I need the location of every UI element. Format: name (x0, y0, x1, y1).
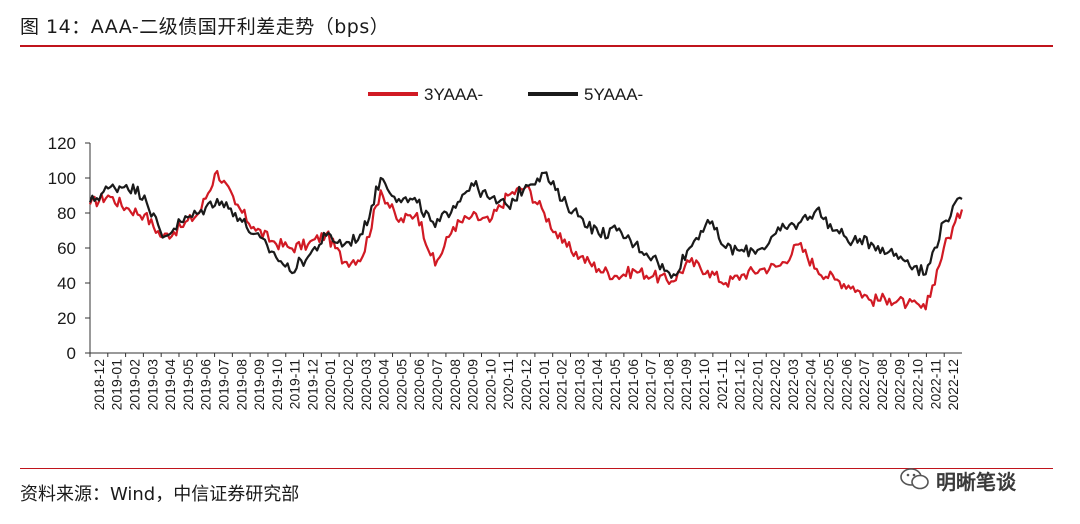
x-tick-label: 2021-04 (589, 359, 605, 411)
x-tick-label: 2020-04 (376, 359, 392, 411)
x-tick-label: 2020-06 (411, 359, 427, 411)
y-tick-label: 60 (57, 239, 76, 258)
x-tick-label: 2022-06 (838, 359, 854, 411)
x-tick-label: 2022-07 (856, 359, 872, 411)
y-tick-label: 0 (67, 344, 76, 363)
x-tick-label: 2020-03 (358, 359, 374, 411)
x-tick-label: 2019-02 (126, 359, 142, 411)
x-tick-label: 2021-01 (536, 359, 552, 411)
x-tick-label: 2019-12 (304, 359, 320, 411)
x-tick-label: 2022-10 (910, 359, 926, 411)
x-tick-label: 2019-01 (109, 359, 125, 411)
x-tick-label: 2021-09 (678, 359, 694, 411)
x-tick-label: 2020-07 (429, 359, 445, 411)
x-tick-label: 2020-05 (393, 359, 409, 411)
x-tick-label: 2019-06 (198, 359, 214, 411)
x-tick-label: 2018-12 (91, 359, 107, 411)
x-tick-label: 2020-02 (340, 359, 356, 411)
x-tick-label: 2021-11 (714, 359, 730, 410)
x-tick-label: 2019-10 (269, 359, 285, 411)
x-tick-label: 2022-03 (785, 359, 801, 411)
x-axis: 2018-12 2019-01 2019-02 2019-03 2019-04 2019-… (89, 352, 962, 411)
chart-legend: 3YAAA- 5YAAA- (368, 85, 643, 104)
legend-label: 5YAAA- (584, 85, 643, 104)
x-tick-label: 2019-05 (180, 359, 196, 411)
x-tick-label: 2021-02 (554, 359, 570, 411)
x-tick-label: 2021-03 (571, 359, 587, 411)
x-tick-label: 2019-07 (215, 359, 231, 411)
y-tick-label: 100 (48, 169, 76, 188)
x-tick-label: 2020-12 (518, 359, 534, 411)
series-layer (88, 169, 964, 311)
y-tick-label: 40 (57, 274, 76, 293)
x-tick-label: 2021-10 (696, 359, 712, 411)
x-tick-label: 2021-05 (607, 359, 623, 411)
x-tick-label: 2022-11 (927, 359, 943, 410)
watermark-text: 明晰笔谈 (936, 470, 1016, 494)
x-tick-label: 2020-09 (465, 359, 481, 411)
x-tick-label: 2019-03 (144, 359, 160, 411)
x-tick-label: 2021-07 (643, 359, 659, 411)
x-tick-label: 2020-01 (322, 359, 338, 411)
legend-label: 3YAAA- (424, 85, 483, 104)
y-axis: 0 20 40 60 80 100 120 (48, 134, 91, 363)
x-tick-label: 2022-05 (821, 359, 837, 411)
footer-divider (20, 468, 1053, 469)
y-tick-label: 120 (48, 134, 76, 153)
x-tick-label: 2019-09 (251, 359, 267, 411)
series-line-3y (88, 169, 964, 311)
x-tick-label: 2022-08 (874, 359, 890, 411)
x-tick-label: 2020-11 (500, 359, 516, 410)
y-tick-label: 20 (57, 309, 76, 328)
source-note: 资料来源：Wind，中信证券研究部 (20, 484, 300, 505)
x-tick-label: 2019-04 (162, 359, 178, 411)
x-tick-label: 2022-12 (945, 359, 961, 411)
x-tick-label: 2022-01 (749, 359, 765, 411)
figure-title: 图 14：AAA-二级债国开利差走势（bps） (20, 16, 390, 38)
x-tick-label: 2022-02 (767, 359, 783, 411)
x-tick-label: 2022-04 (803, 359, 819, 411)
wechat-icon (900, 468, 929, 490)
x-tick-label: 2020-08 (447, 359, 463, 411)
title-divider (20, 45, 1053, 47)
x-tick-label: 2020-10 (482, 359, 498, 411)
x-tick-label: 2022-09 (892, 359, 908, 411)
x-tick-label: 2019-08 (233, 359, 249, 411)
y-tick-label: 80 (57, 204, 76, 223)
x-tick-label: 2021-06 (625, 359, 641, 411)
x-tick-label: 2019-11 (287, 359, 303, 410)
x-tick-label: 2021-12 (732, 359, 748, 411)
watermark: 明晰笔谈 (900, 462, 1050, 498)
x-tick-label: 2021-08 (660, 359, 676, 411)
